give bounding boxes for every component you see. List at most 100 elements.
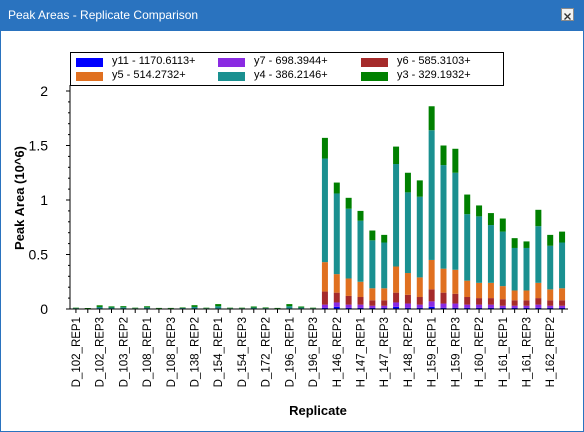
legend-swatch: [76, 72, 103, 81]
x-tick-label: D_102_REP1: [71, 317, 83, 387]
bar-segment: [487, 304, 494, 308]
x-tick-label: H_159_REP3: [450, 317, 462, 387]
bar-segment: [321, 307, 328, 309]
bar-segment: [321, 291, 328, 305]
bar-segment: [238, 307, 245, 309]
bar-segment: [547, 300, 554, 306]
bar-segment: [535, 209, 542, 227]
bar-segment: [416, 277, 423, 298]
bar-segment: [499, 299, 506, 306]
bar-segment: [499, 218, 506, 232]
close-x-icon: [564, 13, 571, 20]
bar-segment: [250, 307, 257, 309]
x-tick-label: H_160_REP2: [474, 317, 486, 387]
bar-segment: [393, 266, 400, 293]
bar-segment: [96, 306, 103, 309]
chart-legend: y11 - 1170.6113+ y7 - 698.3944+ y6 - 585.3…: [70, 52, 504, 86]
y-tick-label: 0: [40, 301, 48, 317]
bar-segment: [440, 268, 447, 293]
bar-segment: [416, 307, 423, 309]
x-tick-label: H_162_REP2: [545, 317, 557, 387]
bar-segment: [345, 197, 352, 209]
y-axis-label: Peak Area (10^6): [12, 146, 27, 250]
bar-segment: [476, 282, 483, 299]
bar-segment: [535, 298, 542, 305]
bar-segment: [499, 305, 506, 308]
bar-segment: [452, 293, 459, 304]
bar-segment: [428, 259, 435, 290]
x-tick-label: H_146_REP2: [332, 317, 344, 387]
bar-segment: [487, 307, 494, 309]
legend-label: y3 - 329.1932+: [397, 69, 471, 81]
bar-segment: [286, 306, 293, 309]
bar-segment: [262, 307, 269, 309]
bar-segment: [381, 300, 388, 306]
bar-segment: [476, 216, 483, 283]
bar-segment: [511, 247, 518, 291]
bar-segment: [393, 164, 400, 267]
bar-segment: [476, 298, 483, 305]
bar-segment: [108, 306, 115, 308]
x-tick-label: D_102_REP3: [95, 317, 107, 387]
close-button[interactable]: [561, 8, 574, 21]
bar-segment: [523, 241, 530, 248]
x-tick-label: D_154_REP1: [213, 317, 225, 387]
bar-segment: [298, 307, 305, 309]
legend-label: y5 - 514.2732+: [112, 69, 186, 81]
bar-segment: [487, 225, 494, 283]
bar-segment: [369, 240, 376, 289]
bar-segment: [428, 289, 435, 302]
bar-segment: [416, 196, 423, 278]
bar-segment: [440, 307, 447, 309]
bar-segment: [321, 158, 328, 263]
bar-segment: [72, 308, 79, 309]
bar-segment: [369, 305, 376, 308]
x-tick-label: H_161_REP3: [522, 317, 534, 387]
bar-segment: [464, 194, 471, 215]
bar-segment: [393, 146, 400, 165]
bar-segment: [499, 286, 506, 300]
bar-segment: [464, 304, 471, 308]
legend-label: y7 - 698.3944+: [254, 55, 328, 67]
bar-segment: [369, 307, 376, 309]
bar-segment: [547, 305, 554, 308]
bar-segment: [404, 192, 411, 274]
bar-segment: [215, 306, 222, 309]
window-title: Peak Areas - Replicate Comparison: [8, 8, 199, 22]
bar-segment: [345, 208, 352, 279]
bar-segment: [357, 281, 364, 298]
x-tick-label: H_147_REP3: [379, 317, 391, 387]
x-tick-label: D_108_REP1: [142, 317, 154, 387]
bar-segment: [464, 307, 471, 309]
x-tick-label: H_147_REP1: [356, 317, 368, 387]
bar-segment: [179, 308, 186, 309]
bar-segment: [132, 307, 139, 309]
bar-segment: [333, 302, 340, 307]
bar-segment: [440, 145, 447, 166]
bar-segment: [535, 304, 542, 308]
bar-segment: [84, 308, 91, 309]
x-tick-label: D_196_REP3: [308, 317, 320, 387]
bar-segment: [333, 182, 340, 194]
bar-segment: [357, 307, 364, 309]
bar-segment: [393, 302, 400, 307]
bar-segment: [381, 305, 388, 308]
x-tick-label: D_196_REP1: [284, 317, 296, 387]
bar-segment: [321, 262, 328, 292]
bar-segment: [262, 308, 269, 309]
bar-segment: [523, 307, 530, 309]
bar-segment: [381, 307, 388, 309]
bar-segment: [464, 280, 471, 298]
bar-segment: [381, 242, 388, 289]
legend-label: y4 - 386.2146+: [254, 69, 328, 81]
bar-segment: [452, 307, 459, 309]
bar-segment: [393, 306, 400, 309]
bar-segment: [72, 307, 79, 309]
x-tick-label: H_148_REP2: [403, 317, 415, 387]
bar-segment: [523, 305, 530, 308]
legend-label: y6 - 585.3103+: [397, 55, 471, 67]
bar-segment: [215, 304, 222, 307]
bar-segment: [108, 307, 115, 309]
bar-segment: [250, 306, 257, 308]
bar-segment: [369, 300, 376, 306]
